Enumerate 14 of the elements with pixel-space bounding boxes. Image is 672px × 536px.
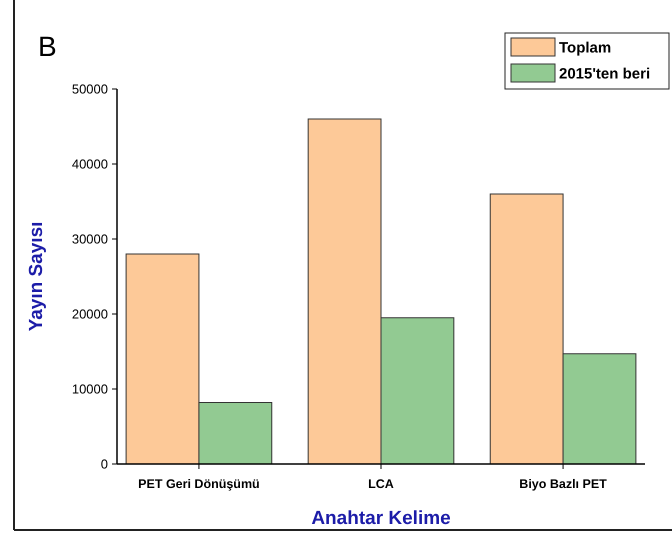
y-tick-label: 40000: [72, 156, 108, 172]
text: B: [38, 31, 57, 62]
y-tick-label: 20000: [72, 306, 108, 322]
x-tick-label: LCA: [368, 477, 394, 491]
y-tick-label: 50000: [72, 82, 108, 97]
y-tick-label: 0: [100, 456, 108, 472]
legend-label: Toplam: [559, 39, 612, 56]
y-tick-label: 10000: [72, 382, 108, 397]
y-axis-title: Yayın Sayısı: [26, 222, 47, 332]
x-axis-title: Anahtar Kelime: [311, 508, 451, 529]
y-tick-label: 30000: [72, 232, 108, 247]
x-tick-label: PET Geri Dönüşümü: [138, 477, 260, 491]
x-tick-label: Biyo Bazlı PET: [519, 477, 608, 491]
legend-label: 2015'ten beri: [559, 65, 650, 82]
